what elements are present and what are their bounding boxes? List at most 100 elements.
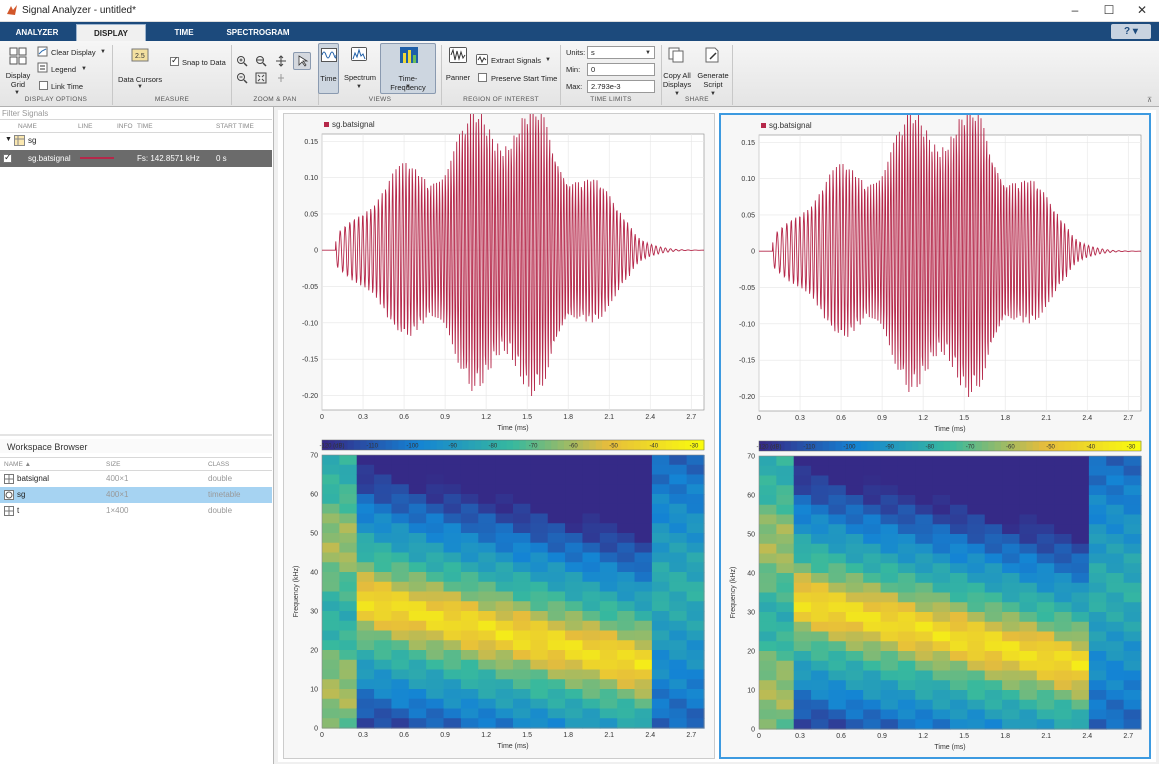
spectrogram-cell <box>880 553 899 564</box>
copy-all-displays-icon[interactable] <box>668 47 684 63</box>
collapse-toolstrip-icon[interactable]: ⊼ <box>1147 97 1153 104</box>
colorbar-tick-label: -110 <box>803 445 815 451</box>
y-tick-label: 40 <box>747 571 755 578</box>
spectrogram-cell <box>845 485 864 496</box>
expand-caret-icon[interactable]: ▼ <box>5 136 12 143</box>
legend-button[interactable]: Legend <box>51 65 77 74</box>
spectrogram-cell <box>880 680 899 691</box>
spectrogram-cell <box>460 474 479 485</box>
spectrogram-cell <box>408 659 427 671</box>
spectrogram-cell <box>932 709 951 720</box>
ws-col-class[interactable]: CLASS <box>208 461 230 468</box>
maximize-button[interactable]: ☐ <box>1103 3 1115 17</box>
spectrogram-cell <box>845 543 864 555</box>
clear-display-button[interactable]: Clear Display <box>51 48 96 57</box>
spectrogram-cell <box>565 484 584 495</box>
spectrogram-cell <box>530 708 549 719</box>
panel-splitter[interactable] <box>0 434 272 436</box>
col-line[interactable]: LINE <box>78 123 93 130</box>
minimize-button[interactable]: – <box>1071 3 1079 17</box>
spectrogram-cell <box>1123 612 1142 623</box>
data-cursors-icon[interactable]: 2.5 <box>131 48 149 62</box>
tab-time[interactable]: TIME <box>174 28 194 37</box>
spectrogram-cell <box>478 464 497 476</box>
zoom-in-icon[interactable] <box>236 55 248 67</box>
ws-row[interactable]: batsignal 400×1 double <box>0 471 272 487</box>
spectrogram-cell <box>915 612 934 623</box>
ws-row[interactable]: sg 400×1 timetable <box>0 487 272 503</box>
spectrogram-cell <box>460 484 479 495</box>
generate-script-icon[interactable] <box>704 47 720 63</box>
zoom-in-x-icon[interactable] <box>255 55 267 67</box>
signal-group-row[interactable]: ▼ sg <box>0 133 272 149</box>
spectrogram-cell <box>617 552 636 563</box>
spectrogram-cell <box>408 718 427 729</box>
spectrogram-cell <box>513 620 531 632</box>
spectrogram-cell <box>984 602 1003 613</box>
spectrogram-cell <box>984 553 1003 564</box>
ws-row[interactable]: t 1×400 double <box>0 503 272 519</box>
ws-col-name[interactable]: NAME ▲ <box>4 461 32 468</box>
spectrogram-cell <box>374 494 393 505</box>
spectrogram-cell <box>339 708 358 719</box>
tab-spectrogram[interactable]: SPECTROGRAM <box>226 28 290 37</box>
spectrogram-cell <box>599 513 618 524</box>
ws-col-size[interactable]: SIZE <box>106 461 121 468</box>
spectrogram-cell <box>811 456 830 467</box>
spectrogram-cell <box>1071 534 1090 545</box>
zoom-y-icon[interactable] <box>275 72 287 84</box>
snap-to-data-checkbox[interactable] <box>170 55 179 66</box>
preserve-start-time-checkbox[interactable] <box>478 73 487 82</box>
tab-analyzer[interactable]: ANALYZER <box>15 28 59 37</box>
close-button[interactable]: ✕ <box>1136 3 1148 17</box>
spectrogram-cell <box>950 660 968 672</box>
y-tick-label: -0.15 <box>302 357 318 364</box>
time-view-toggle[interactable]: Time <box>318 43 339 94</box>
spectrogram-cell <box>984 709 1003 720</box>
time-frequency-view-toggle[interactable]: Time-Frequency ▼ <box>380 43 436 94</box>
x-tick-label: 2.1 <box>1041 733 1051 740</box>
display-grid-icon[interactable] <box>9 47 27 65</box>
spectrum-icon[interactable] <box>351 47 367 61</box>
col-time[interactable]: TIME <box>137 123 153 130</box>
display-panel-1[interactable]: sg.batsignal 0 0.3 0.6 0.9 1.2 1.5 1.8 2.1 2.4 2.7… <box>283 105 715 759</box>
spectrum-button[interactable]: Spectrum <box>343 73 377 82</box>
generate-script-button[interactable]: Generate Script <box>697 71 729 89</box>
x-tick-label: 0.6 <box>836 415 846 422</box>
data-cursors-button[interactable]: Data Cursors <box>118 75 163 84</box>
filter-signals-input[interactable]: Filter Signals <box>2 109 49 118</box>
panner-icon[interactable] <box>449 47 467 63</box>
signal-row[interactable]: sg.batsignal Fs: 142.8571 kHz 0 s <box>0 150 272 167</box>
col-info[interactable]: INFO <box>117 123 133 130</box>
spectrogram-cell <box>828 495 847 506</box>
pan-icon[interactable] <box>275 55 287 67</box>
spectrogram-cell <box>776 592 795 603</box>
zoom-out-icon[interactable] <box>236 72 248 84</box>
link-time-checkbox[interactable] <box>39 81 48 90</box>
x-tick-label: 1.2 <box>481 414 491 421</box>
copy-all-displays-button[interactable]: Copy All Displays <box>662 71 692 89</box>
signal-line-swatch[interactable] <box>80 157 114 159</box>
spectrogram-cell <box>1054 651 1073 662</box>
spectrogram-cell <box>374 542 393 554</box>
fit-to-view-icon[interactable] <box>255 72 267 84</box>
spectrogram-cell <box>686 581 705 593</box>
extract-signals-button[interactable]: Extract Signals <box>491 56 542 65</box>
col-name[interactable]: NAME <box>18 123 37 130</box>
col-start-time[interactable]: START TIME <box>216 123 254 130</box>
display-grid-button[interactable]: Display Grid <box>5 71 31 89</box>
spectrogram-cell <box>547 630 566 641</box>
display-panel-2[interactable]: sg.batsignal 0 0.3 0.6 0.9 1.2 1.5 1.8 2.1 2.4 2.7… <box>719 106 1151 759</box>
min-input[interactable]: 0 <box>587 63 655 76</box>
spectrogram-cell <box>759 563 777 574</box>
spectrogram-cell <box>513 611 531 622</box>
select-tool-toggle[interactable] <box>293 52 311 70</box>
units-select[interactable]: s ▼ <box>587 46 655 59</box>
tab-display[interactable]: DISPLAY <box>76 24 146 41</box>
signal-checkbox[interactable] <box>3 152 12 163</box>
help-button[interactable]: ? ▾ <box>1111 24 1151 39</box>
spectrogram-cell <box>1071 602 1090 613</box>
x-tick-label: 2.4 <box>645 414 655 421</box>
max-input[interactable]: 2.793e-3 <box>587 80 655 93</box>
panner-button[interactable]: Panner <box>445 73 471 82</box>
